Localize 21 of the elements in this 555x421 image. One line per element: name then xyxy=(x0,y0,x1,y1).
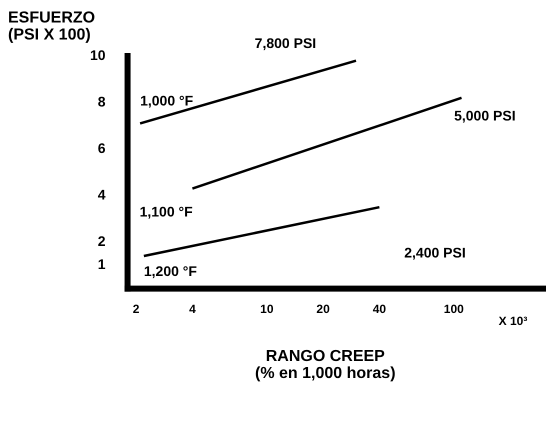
x-tick-label: 100 xyxy=(444,302,464,316)
x-axis-title: RANGO CREEP (% en 1,000 horas) xyxy=(255,348,396,382)
y-tick-label: 6 xyxy=(98,140,106,156)
x-tick-label: 40 xyxy=(372,302,386,316)
y-tick-label: 8 xyxy=(98,93,106,110)
text: X 10³ xyxy=(498,314,528,328)
y-tick-label: 4 xyxy=(98,186,106,202)
x-tick-label: 4 xyxy=(189,302,196,316)
y-axis-title: ESFUERZO (PSI X 100) xyxy=(8,9,96,44)
series-label: 1,000 °F xyxy=(140,92,194,108)
annotation: 5,000 PSI xyxy=(454,107,516,124)
annotation: 2,400 PSI xyxy=(404,244,466,261)
series-label: 1,100 °F xyxy=(140,203,194,220)
text: 7,800 PSI xyxy=(254,34,316,51)
y-tick-label: 1 xyxy=(98,256,106,272)
x-tick-label: 20 xyxy=(316,302,330,316)
series-label: 1,200 °F xyxy=(144,262,198,279)
y-tick-label: 10 xyxy=(90,46,106,63)
x-tick-label: 10 xyxy=(260,302,274,316)
y-tick-label: 2 xyxy=(98,232,106,249)
x-tick-label: 2 xyxy=(132,302,140,316)
